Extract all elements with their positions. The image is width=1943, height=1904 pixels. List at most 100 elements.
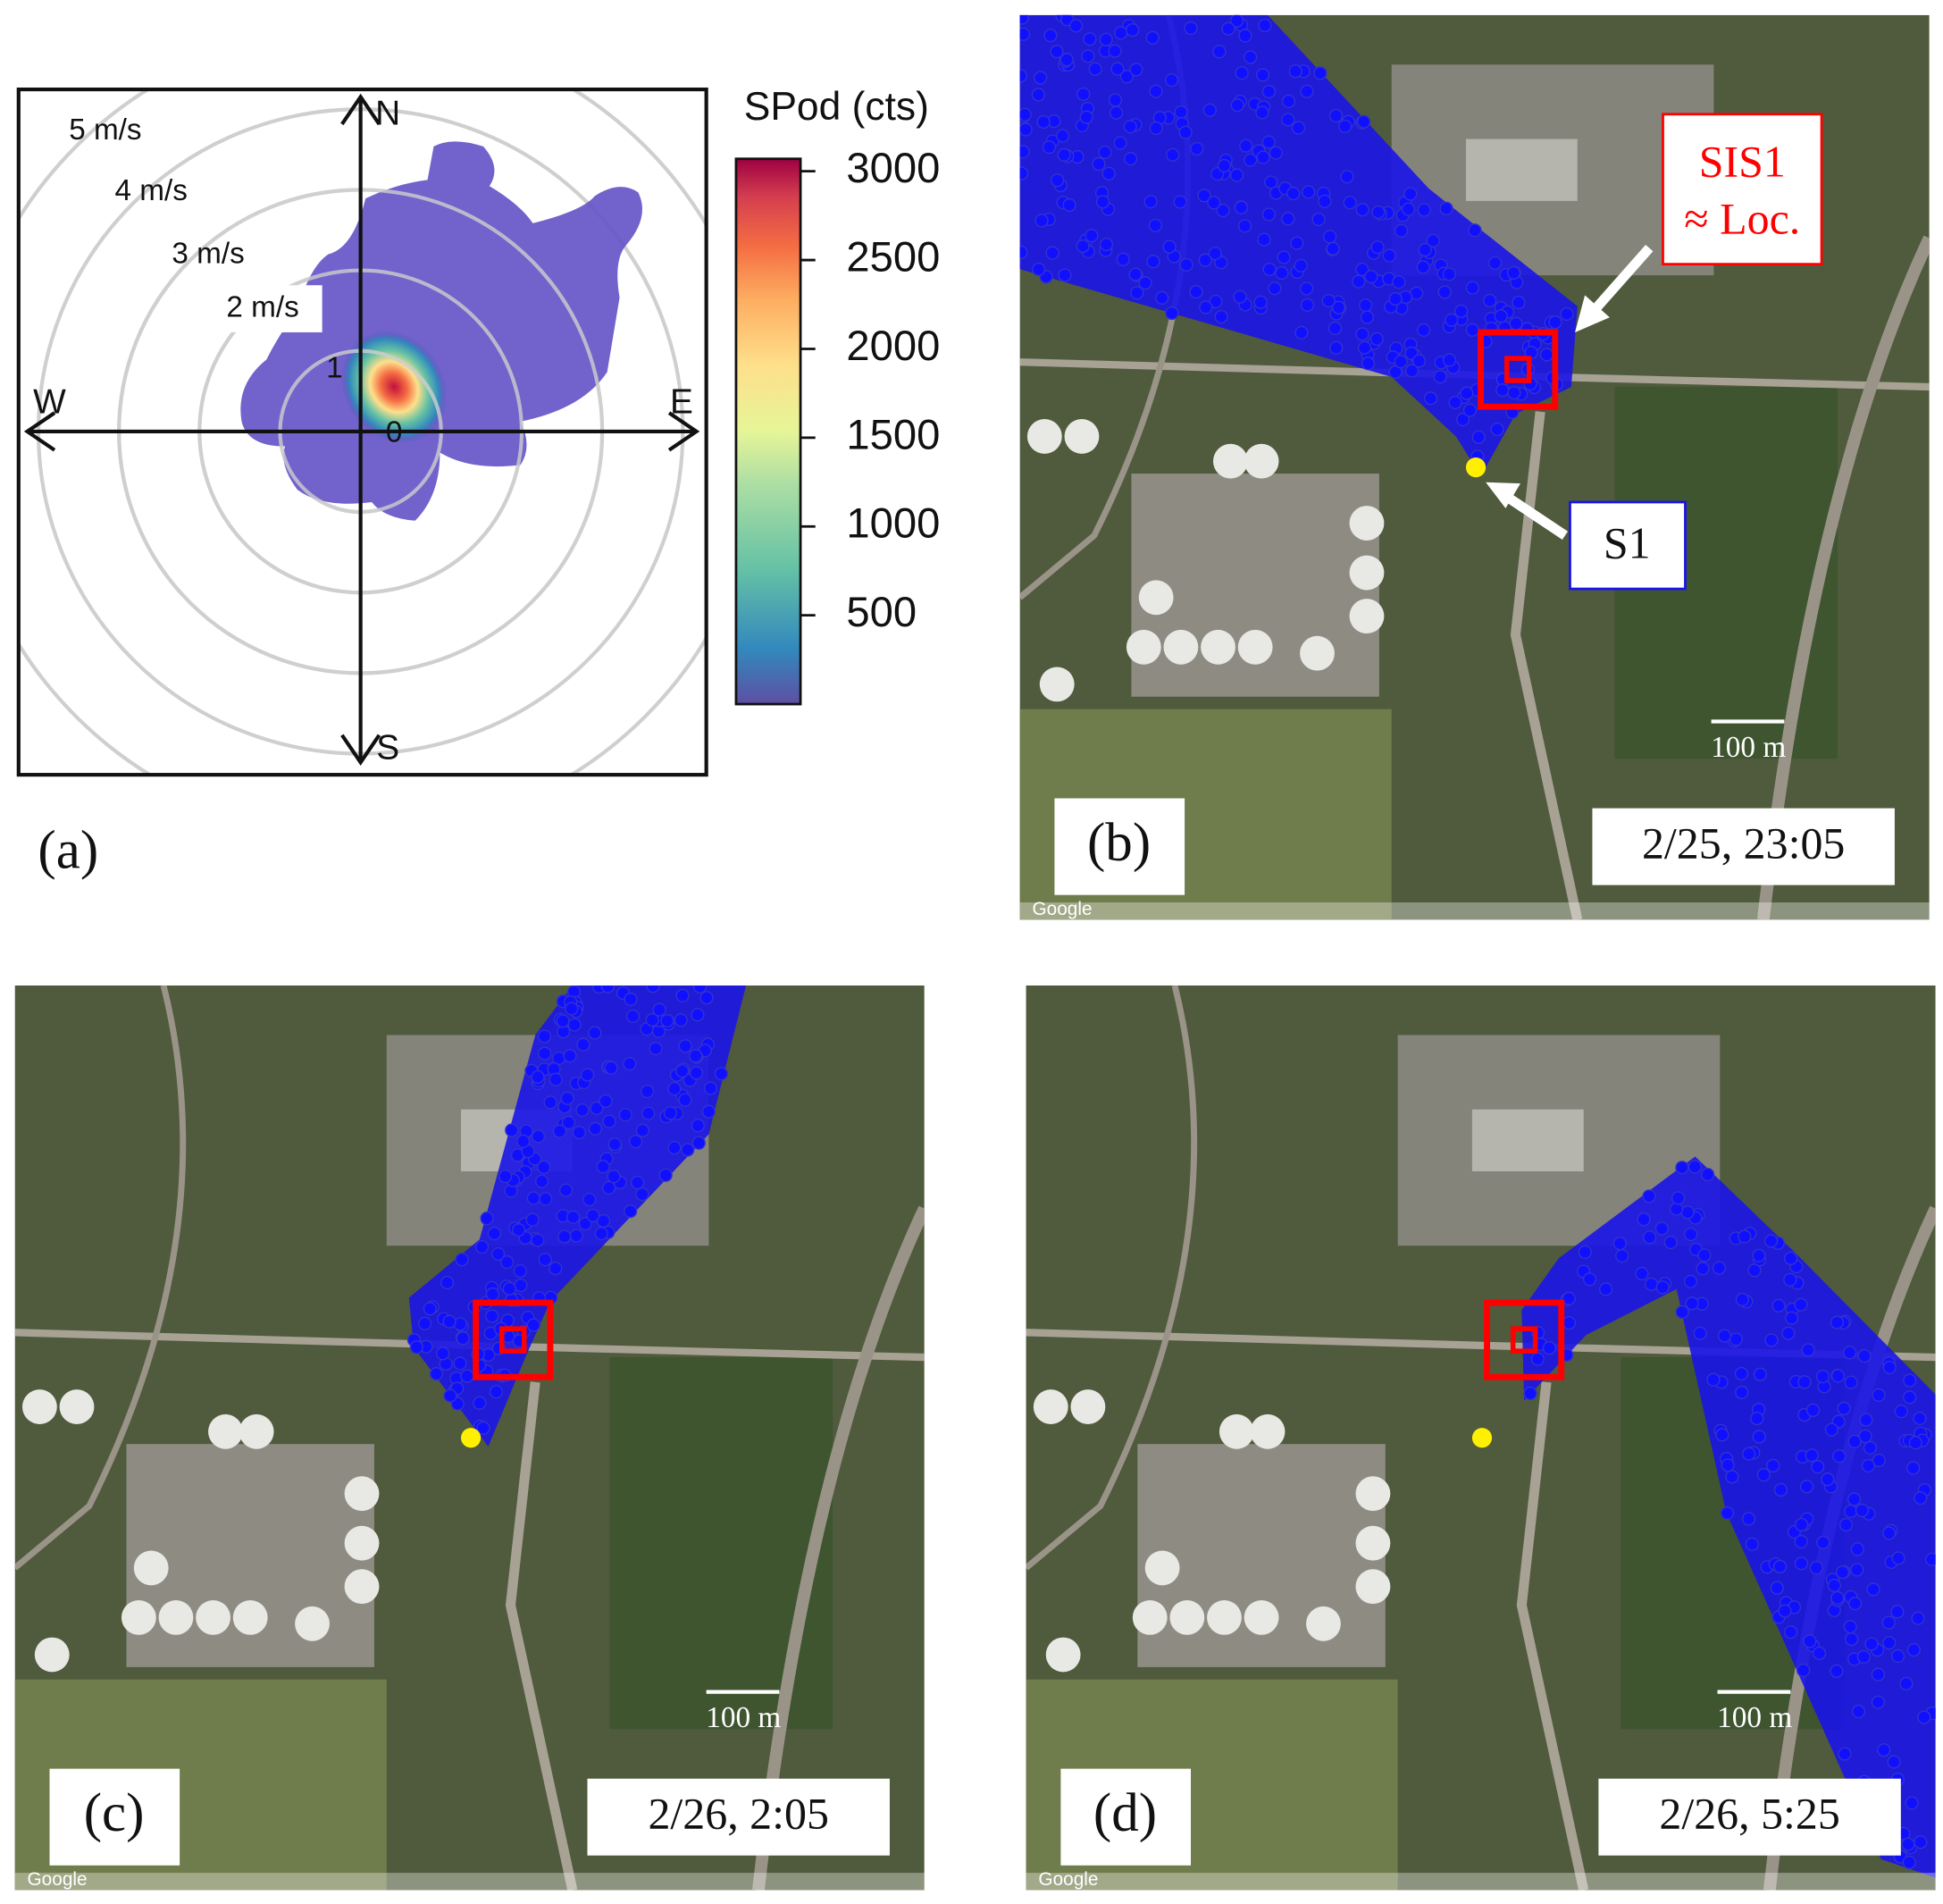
plume-dot <box>1821 1472 1835 1487</box>
plume-dot <box>1119 70 1135 84</box>
plume-dot <box>1815 1370 1830 1384</box>
plume-dot <box>1863 1440 1878 1455</box>
plume-dot <box>1675 1304 1689 1320</box>
plume-dot <box>604 1061 618 1075</box>
plume-dot <box>1582 1272 1597 1287</box>
plume-dot <box>1548 315 1562 330</box>
plume-dot <box>513 1263 527 1279</box>
storage-tank <box>295 1606 330 1641</box>
plume-dot <box>1190 141 1204 156</box>
plume-dot <box>1872 1453 1886 1468</box>
plume-dot <box>1148 218 1163 232</box>
plume-dot <box>594 1227 608 1241</box>
plume-dot <box>1680 1205 1695 1220</box>
plume-dot <box>1233 289 1247 304</box>
source-box-inner <box>1503 356 1532 383</box>
plume-dot <box>1735 1292 1749 1307</box>
plume-dot <box>1404 364 1420 378</box>
plume-dot <box>1827 1578 1842 1593</box>
storage-tank <box>1138 580 1174 616</box>
plume-dot <box>641 1106 656 1120</box>
plume-dot <box>1906 1642 1921 1657</box>
plume-dot <box>1323 230 1337 244</box>
storage-tank <box>21 1389 57 1424</box>
plume-dot <box>1417 203 1431 217</box>
plume-dot <box>525 1212 540 1227</box>
plume-dot <box>1357 114 1371 129</box>
road <box>14 985 187 1571</box>
plume-dot <box>1369 331 1384 347</box>
plume-dot <box>1542 1341 1557 1355</box>
plume-dot <box>1128 267 1143 281</box>
plume-dot <box>1343 196 1357 210</box>
plume-dot <box>1392 275 1406 289</box>
plume-dot <box>429 1366 444 1381</box>
plume-dot <box>1281 212 1295 226</box>
plume-dot <box>1796 1663 1811 1678</box>
plume-dot <box>1635 1266 1649 1281</box>
plume-dot <box>514 1278 528 1293</box>
plume-dot <box>1340 170 1354 184</box>
plume-dot <box>1805 1403 1821 1417</box>
storage-tank <box>344 1476 380 1512</box>
plume-dot <box>436 1346 450 1361</box>
plume-dot <box>543 1095 557 1110</box>
plume-dot <box>1388 291 1403 306</box>
colorbar-tick-label: 3000 <box>846 144 940 191</box>
plume-dot <box>440 1275 455 1290</box>
plume-dot <box>602 1114 616 1128</box>
plume-dot <box>714 1067 729 1081</box>
plume-dot <box>1756 1468 1771 1482</box>
plume-dot <box>1042 140 1057 155</box>
plume-dot <box>1058 268 1072 282</box>
plume-dot <box>1423 391 1438 406</box>
plume-dot <box>1209 294 1223 309</box>
plume-dot <box>1207 196 1221 210</box>
plume-dot <box>1688 1160 1702 1174</box>
plume-dot <box>1877 1743 1891 1757</box>
panel-a: 5 m/s 4 m/s 3 m/s 2 m/s 1 0 N E S W SPod… <box>16 85 940 880</box>
plume-dot <box>1291 121 1306 135</box>
plume-dot <box>1794 1556 1809 1571</box>
storage-tank <box>133 1550 169 1586</box>
plume-dot <box>1721 1458 1735 1472</box>
plume-dot <box>456 1331 470 1346</box>
plume-dot <box>1079 110 1093 124</box>
storage-tank <box>1132 1599 1168 1635</box>
plume-dot <box>1268 281 1282 296</box>
panel-label: (a) <box>38 820 98 880</box>
plume-dot <box>703 1081 718 1095</box>
plume-dot <box>1411 354 1427 368</box>
plume-dot <box>1717 1329 1732 1343</box>
plume-dot <box>1803 1634 1817 1648</box>
plume-dot <box>1244 153 1258 167</box>
plume-dot <box>1914 1491 1928 1506</box>
plume-dot <box>1055 129 1070 143</box>
plume-dot <box>498 1169 513 1184</box>
plume-dot <box>1244 50 1258 64</box>
storage-tank <box>196 1599 231 1635</box>
colorbar-ticks: 500 1000 1500 2000 2500 3000 <box>800 144 940 635</box>
plume-dot <box>600 985 616 994</box>
plume-dot <box>531 1069 545 1085</box>
plume-dot <box>1043 29 1058 43</box>
plume-dot <box>1155 290 1169 306</box>
panel-label-box <box>1054 798 1185 895</box>
storage-tank <box>1169 1599 1205 1635</box>
plume-dot <box>1850 1563 1864 1577</box>
plume-dot <box>1197 189 1211 203</box>
plume-dot <box>566 1210 581 1224</box>
plume-dot <box>1899 1676 1914 1691</box>
callout-arrow <box>1503 491 1569 541</box>
plume-dot <box>1901 1837 1915 1851</box>
plume-dot <box>1416 260 1430 274</box>
plume-dot <box>1255 105 1269 120</box>
plume-dot <box>1752 1430 1766 1444</box>
plume-dot <box>1321 294 1336 308</box>
plume-dot <box>1113 136 1127 150</box>
plume-dot <box>572 1125 587 1140</box>
plume-dot <box>1465 281 1480 295</box>
plume-dot <box>460 1369 474 1383</box>
plume-dot <box>1781 1326 1796 1340</box>
